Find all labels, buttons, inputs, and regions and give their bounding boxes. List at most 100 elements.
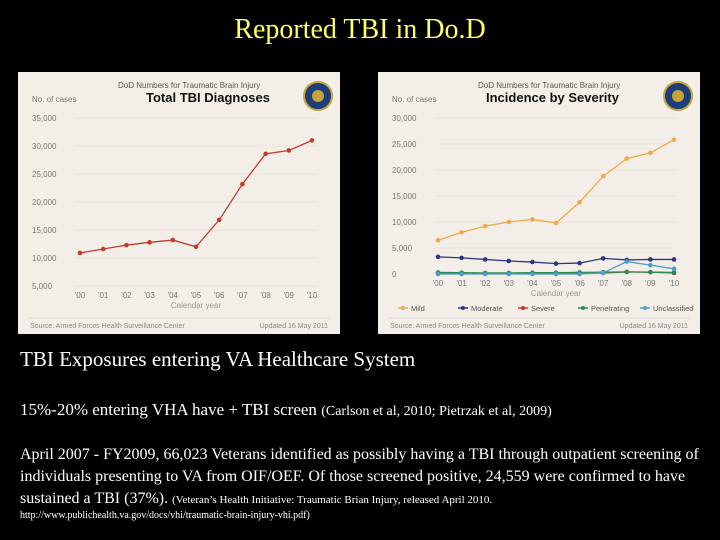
data-point (435, 237, 441, 243)
data-point (482, 223, 488, 229)
x-tick-label: '04 (168, 291, 179, 300)
legend-marker (581, 306, 585, 310)
data-point (193, 244, 199, 250)
data-point (100, 246, 106, 252)
footer-source: Source: Armed Forces Health Surveillance… (390, 323, 546, 330)
data-point (435, 271, 441, 277)
legend-marker (401, 306, 405, 310)
data-point (216, 217, 222, 223)
y-tick-label: 10,000 (392, 218, 417, 227)
data-point (577, 199, 582, 205)
x-tick-label: '04 (527, 279, 538, 288)
chart-title: Total TBI Diagnoses (146, 90, 270, 105)
legend-label: Unclassified (653, 304, 693, 313)
y-axis-label: No. of cases (32, 95, 76, 104)
data-point (170, 237, 176, 243)
source-url: http://www.publichealth.va.gov/docs/vhi/… (20, 510, 310, 521)
x-tick-label: '00 (433, 279, 444, 288)
data-point (577, 260, 582, 266)
data-point (553, 271, 559, 277)
legend-marker (643, 306, 647, 310)
data-point (648, 150, 653, 156)
data-point (648, 257, 653, 262)
data-point (671, 266, 677, 272)
legend-label: Moderate (471, 304, 503, 313)
x-tick-label: '07 (237, 291, 248, 300)
data-point (482, 271, 488, 277)
x-tick-label: '08 (622, 279, 633, 288)
y-tick-label: 30,000 (392, 114, 417, 123)
data-point (459, 271, 464, 277)
data-point (671, 137, 677, 143)
x-tick-label: '10 (669, 279, 680, 288)
x-tick-label: '09 (645, 279, 656, 288)
legend-label: Mild (411, 304, 425, 313)
x-tick-label: '05 (191, 291, 202, 300)
severity-chart: DoD Numbers for Traumatic Brain Injury In… (378, 72, 700, 334)
legend-label: Penetrating (591, 304, 629, 313)
x-tick-label: '06 (574, 279, 585, 288)
legend-marker (461, 306, 465, 310)
dod-seal-center-icon (312, 90, 324, 102)
chart-header: DoD Numbers for Traumatic Brain Injury (478, 81, 620, 90)
chart-title: Incidence by Severity (486, 90, 620, 105)
veterans-paragraph: April 2007 - FY2009, 66,023 Veterans ide… (20, 444, 710, 511)
data-point (600, 270, 606, 276)
legend-label: Severe (531, 304, 555, 313)
x-tick-label: '05 (551, 279, 562, 288)
footer-source: Source: Armed Forces Health Surveillance… (30, 323, 186, 330)
series-line (79, 139, 313, 254)
y-tick-label: 15,000 (32, 226, 57, 235)
x-tick-label: '10 (307, 291, 318, 300)
y-tick-label: 15,000 (392, 192, 417, 201)
y-tick-label: 5,000 (392, 244, 413, 253)
screen-rate-text: 15%-20% entering VHA have + TBI screen (20, 400, 322, 419)
y-tick-label: 30,000 (32, 142, 57, 151)
x-tick-label: '01 (98, 291, 109, 300)
data-point (482, 257, 488, 262)
x-tick-label: '01 (456, 279, 467, 288)
dod-seal-center-icon (672, 90, 684, 102)
y-tick-label: 25,000 (32, 170, 57, 179)
data-point (435, 254, 441, 260)
data-point (553, 220, 559, 226)
x-tick-label: '08 (260, 291, 271, 300)
data-point (624, 269, 630, 275)
y-axis-label: No. of cases (392, 95, 436, 104)
screen-rate-line: 15%-20% entering VHA have + TBI screen (… (20, 400, 552, 420)
data-point (624, 259, 630, 264)
x-axis-label: Calendar year (171, 301, 222, 310)
y-tick-label: 5,000 (32, 282, 53, 291)
x-tick-label: '00 (75, 291, 86, 300)
data-point (648, 262, 653, 268)
data-point (530, 217, 535, 222)
x-tick-label: '07 (598, 279, 609, 288)
section-heading: TBI Exposures entering VA Healthcare Sys… (20, 347, 416, 371)
x-tick-label: '06 (214, 291, 225, 300)
data-point (506, 219, 512, 225)
data-point (600, 173, 606, 179)
x-tick-label: '09 (284, 291, 295, 300)
y-tick-label: 10,000 (32, 254, 57, 263)
data-point (553, 261, 559, 266)
y-tick-label: 25,000 (392, 140, 417, 149)
slide-title: Reported TBI in Do.D (234, 14, 486, 45)
x-tick-label: '03 (504, 279, 515, 288)
data-point (671, 270, 677, 275)
chart-header: DoD Numbers for Traumatic Brain Injury (118, 81, 260, 90)
data-point (240, 181, 245, 187)
x-tick-label: '02 (121, 291, 132, 300)
x-tick-label: '03 (144, 291, 155, 300)
footer-updated: Updated 16 May 2011 (260, 323, 328, 330)
data-point (530, 271, 535, 277)
data-point (263, 151, 268, 157)
data-point (506, 271, 512, 277)
x-tick-label: '02 (480, 279, 491, 288)
data-point (600, 256, 606, 261)
data-point (124, 242, 129, 248)
y-tick-label: 20,000 (32, 198, 57, 207)
total-tbi-chart-svg: DoD Numbers for Traumatic Brain InjuryTo… (28, 81, 333, 330)
data-point (459, 255, 464, 261)
data-point (577, 271, 582, 277)
veterans-paragraph-text: April 2007 - FY2009, 66,023 Veterans ide… (20, 446, 699, 507)
